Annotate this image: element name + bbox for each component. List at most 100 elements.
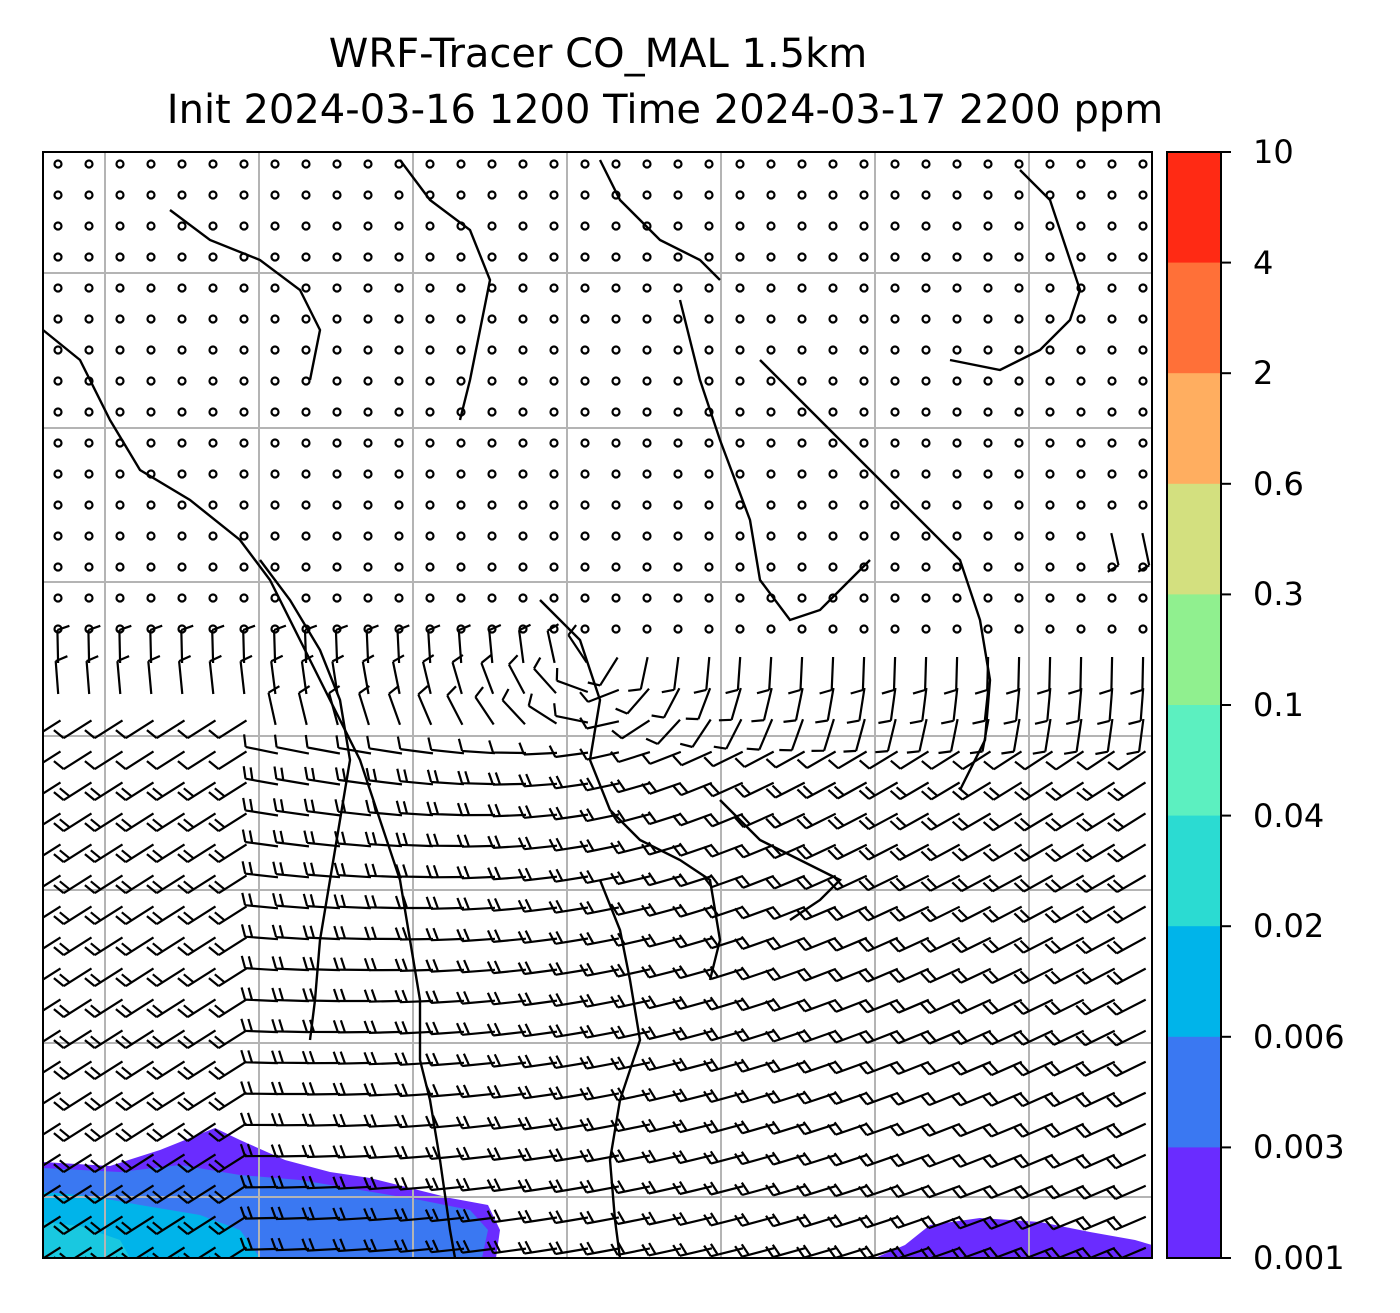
- wind-barb: [393, 1239, 434, 1253]
- wind-barb: [358, 685, 371, 726]
- wind-barb: [240, 1081, 279, 1096]
- wind-barb: [115, 1184, 155, 1205]
- wind-barb: [972, 687, 990, 725]
- calm-wind-marker: [270, 221, 280, 231]
- calm-wind-marker: [735, 438, 745, 448]
- wind-barb: [920, 1091, 961, 1107]
- wind-barb: [889, 998, 930, 1014]
- calm-wind-marker: [735, 531, 745, 541]
- wind-barb: [517, 898, 558, 913]
- wind-barb: [982, 967, 1023, 985]
- calm-wind-marker: [115, 159, 125, 169]
- wind-barb: [951, 781, 992, 801]
- calm-wind-marker: [146, 469, 156, 479]
- calm-wind-marker: [1076, 593, 1086, 603]
- wind-barb: [146, 781, 186, 802]
- wind-barb: [827, 874, 868, 891]
- calm-wind-marker: [704, 314, 714, 324]
- calm-wind-marker: [704, 190, 714, 200]
- wind-barb: [486, 929, 527, 943]
- wind-barb: [53, 967, 93, 988]
- wind-barb: [146, 905, 186, 926]
- calm-wind-marker: [84, 252, 94, 262]
- calm-wind-marker: [890, 438, 900, 448]
- wind-barb: [84, 719, 124, 740]
- wind-barb: [641, 811, 682, 826]
- calm-wind-marker: [580, 283, 590, 293]
- wind-barb: [302, 893, 341, 910]
- calm-wind-marker: [580, 159, 590, 169]
- calm-wind-marker: [270, 283, 280, 293]
- calm-wind-marker: [208, 221, 218, 231]
- wind-barb: [334, 830, 372, 848]
- calm-wind-marker: [797, 531, 807, 541]
- wind-barb: [587, 656, 619, 687]
- wind-barb: [425, 896, 465, 910]
- calm-wind-marker: [549, 376, 559, 386]
- wind-barb: [843, 718, 866, 753]
- wind-barb: [858, 936, 899, 953]
- wind-barb: [672, 812, 713, 827]
- wind-barb: [363, 1145, 403, 1159]
- calm-wind-marker: [1076, 221, 1086, 231]
- calm-wind-marker: [363, 469, 373, 479]
- wind-barbs: [43, 159, 1151, 1258]
- wind-barb: [1003, 687, 1021, 725]
- calm-wind-marker: [828, 376, 838, 386]
- tracer-plume-southwest-core: [43, 1222, 130, 1258]
- wind-barb: [115, 812, 155, 833]
- wind-barb: [301, 1206, 341, 1221]
- wind-barb: [240, 1018, 279, 1034]
- calm-wind-marker: [1076, 376, 1086, 386]
- calm-wind-marker: [611, 531, 621, 541]
- calm-wind-marker: [1138, 624, 1148, 634]
- calm-wind-marker: [797, 190, 807, 200]
- wind-barb: [579, 688, 620, 703]
- calm-wind-marker: [859, 562, 869, 572]
- calm-wind-marker: [177, 345, 187, 355]
- calm-wind-marker: [53, 283, 63, 293]
- wind-barb: [425, 959, 465, 973]
- calm-wind-marker: [177, 252, 187, 262]
- wind-barb: [53, 936, 93, 957]
- wind-barb: [208, 1029, 248, 1050]
- wind-barb: [827, 905, 868, 922]
- calm-wind-marker: [921, 314, 931, 324]
- calm-wind-marker: [921, 345, 931, 355]
- calm-wind-marker: [859, 345, 869, 355]
- calm-wind-marker: [580, 500, 590, 510]
- calm-wind-marker: [394, 438, 404, 448]
- wind-barb: [457, 738, 496, 755]
- calm-wind-marker: [704, 345, 714, 355]
- calm-wind-marker: [673, 252, 683, 262]
- wind-barb: [982, 1184, 1023, 1200]
- wind-barb: [517, 1178, 558, 1193]
- wind-barb: [1106, 874, 1147, 894]
- wind-barb: [1045, 750, 1085, 771]
- calm-wind-marker: [952, 345, 962, 355]
- calm-wind-marker: [642, 252, 652, 262]
- wind-barb: [1013, 1153, 1054, 1169]
- wind-barb: [827, 812, 868, 830]
- wind-barb: [53, 874, 93, 895]
- calm-wind-marker: [983, 500, 993, 510]
- calm-wind-marker: [1107, 469, 1117, 479]
- calm-wind-marker: [394, 159, 404, 169]
- calm-wind-marker: [518, 345, 528, 355]
- calm-wind-marker: [487, 252, 497, 262]
- calm-wind-marker: [239, 283, 249, 293]
- calm-wind-marker: [673, 407, 683, 417]
- calm-wind-marker: [84, 469, 94, 479]
- wind-barb: [486, 1178, 527, 1193]
- wind-barb: [271, 1050, 310, 1065]
- wind-barb: [1106, 1215, 1147, 1231]
- calm-wind-marker: [673, 159, 683, 169]
- calm-wind-marker: [177, 531, 187, 541]
- calm-wind-marker: [673, 221, 683, 231]
- wind-barb: [1106, 1060, 1147, 1078]
- wind-barb: [43, 1184, 62, 1198]
- wind-barb: [177, 1153, 217, 1174]
- calm-wind-marker: [1107, 562, 1117, 572]
- wind-barb: [951, 874, 992, 893]
- calm-wind-marker: [983, 624, 993, 634]
